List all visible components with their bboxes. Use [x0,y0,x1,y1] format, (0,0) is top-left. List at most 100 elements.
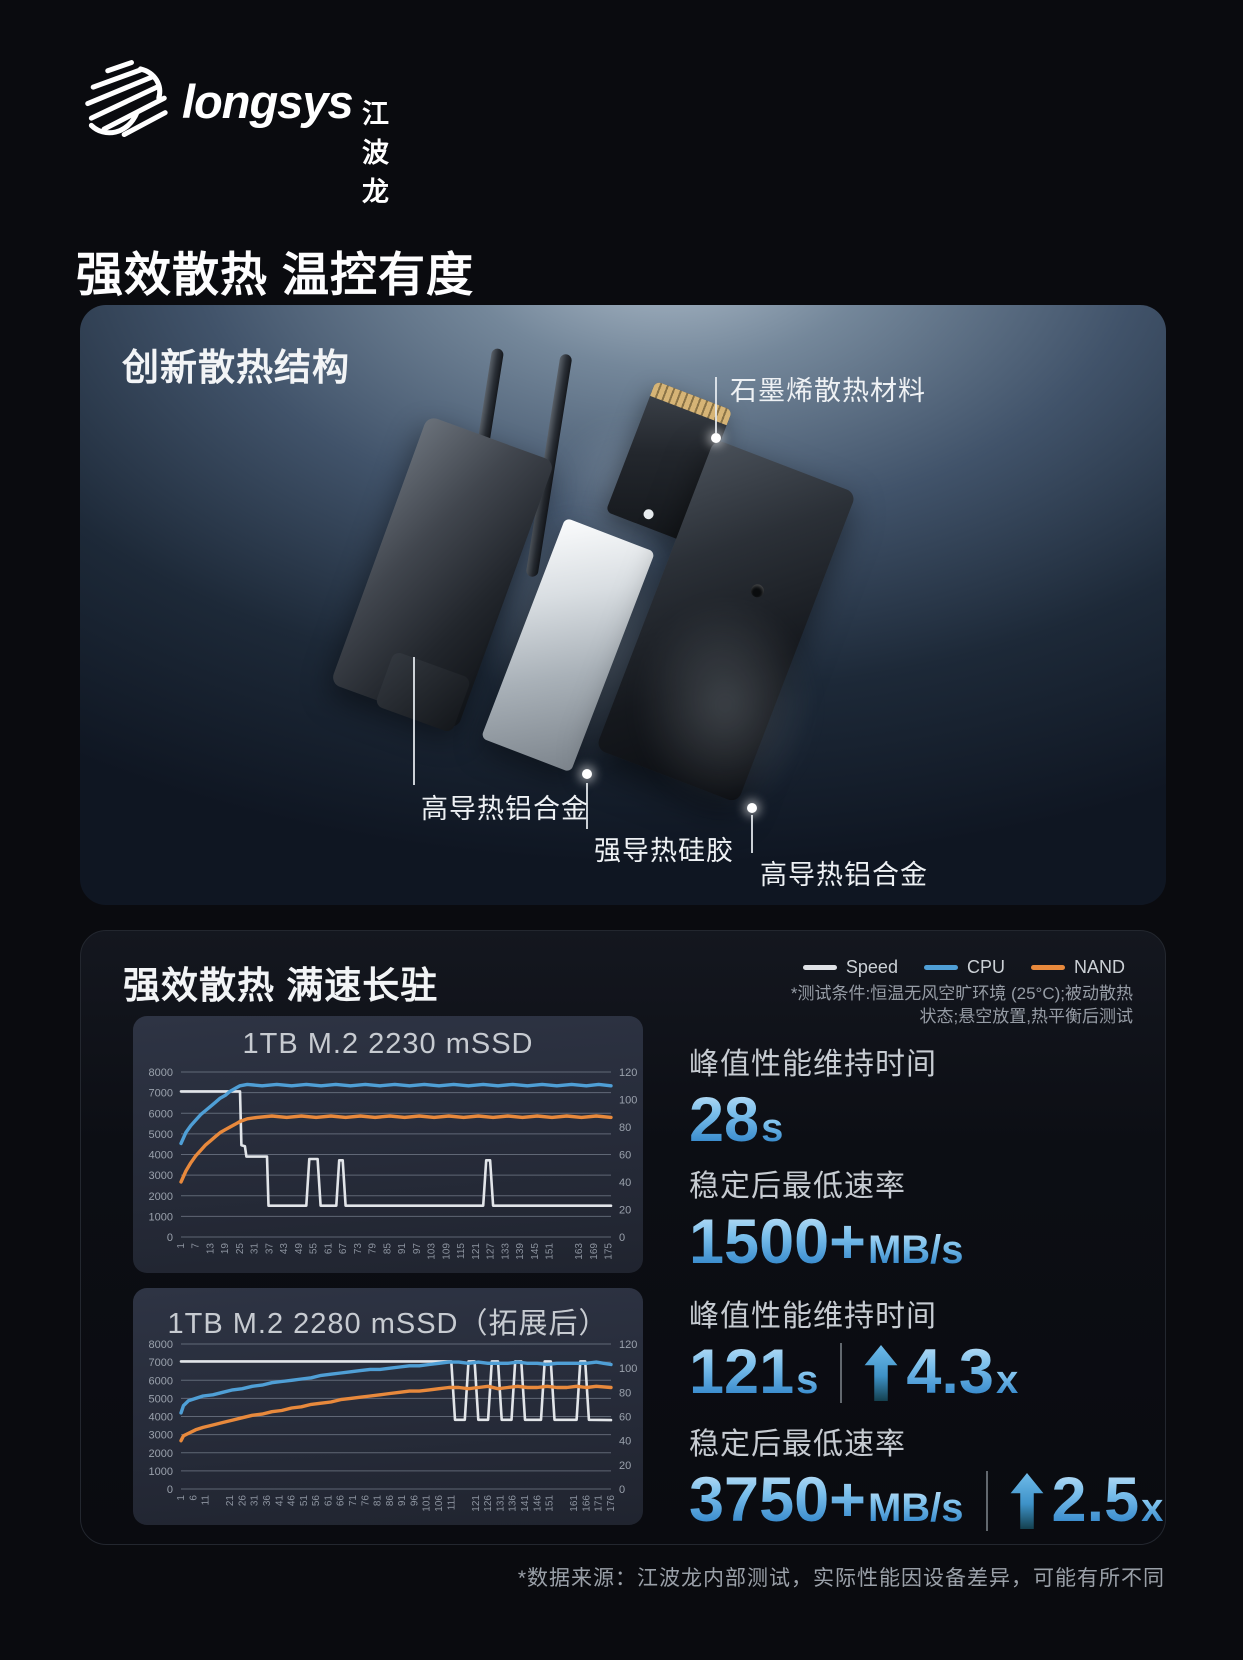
silicone-leader-dot [582,769,592,779]
stat-divider [840,1342,843,1403]
stat-unit: MB/s [867,1228,964,1272]
svg-text:1: 1 [176,1495,187,1501]
svg-text:26: 26 [237,1495,248,1507]
svg-text:100: 100 [619,1095,637,1107]
svg-text:91: 91 [397,1495,408,1507]
test-conditions: *测试条件:恒温无风空旷环境 (25°C);被动散热 状态;悬空放置,热平衡后测… [791,983,1133,1029]
svg-text:1000: 1000 [149,1466,173,1478]
svg-text:40: 40 [619,1177,631,1189]
svg-text:171: 171 [594,1495,605,1512]
svg-text:21: 21 [225,1495,236,1507]
svg-text:126: 126 [483,1495,494,1512]
svg-text:120: 120 [619,1339,637,1351]
svg-text:7000: 7000 [149,1088,173,1100]
svg-text:11: 11 [201,1495,212,1506]
stat-unit: s [761,1106,784,1150]
svg-text:43: 43 [279,1243,290,1255]
svg-text:60: 60 [619,1150,631,1162]
stat-label: 稳定后最低速率 [689,1170,906,1203]
cpu-line-swatch [923,965,958,970]
svg-text:5000: 5000 [149,1129,173,1141]
svg-text:91: 91 [397,1243,408,1255]
callout-silicone: 强导热硅胶 [594,836,734,866]
svg-text:175: 175 [604,1243,615,1260]
svg-text:71: 71 [348,1495,359,1507]
svg-text:67: 67 [338,1243,349,1255]
svg-text:0: 0 [619,1232,625,1244]
svg-text:51: 51 [299,1495,310,1507]
graphene-leader-line [715,377,717,433]
legend-label: CPU [966,957,1005,977]
svg-text:41: 41 [274,1495,285,1507]
svg-text:2000: 2000 [149,1191,173,1203]
svg-text:5000: 5000 [149,1393,173,1405]
chart-legend: Speed CPU NAND [802,957,1125,978]
svg-text:56: 56 [311,1495,322,1507]
svg-text:37: 37 [264,1243,275,1255]
svg-text:121: 121 [471,1495,482,1512]
svg-text:103: 103 [427,1243,438,1260]
nand-line-swatch [1030,965,1065,970]
svg-text:61: 61 [323,1243,334,1255]
chart-card-2230: 1TB M.2 2230 mSSD 0 1000 2000 3000 4000 5000 6… [133,1016,643,1273]
page-title: 强效散热 温控有度 [76,248,475,302]
svg-text:3000: 3000 [149,1430,173,1442]
svg-text:2000: 2000 [149,1448,173,1460]
svg-text:3000: 3000 [149,1170,173,1182]
chart-card-2280: 1TB M.2 2280 mSSD（拓展后） 0 1000 2000 3000 4000… [133,1288,643,1525]
svg-text:79: 79 [368,1243,379,1255]
stat-value: 121 [689,1337,795,1407]
svg-text:73: 73 [353,1243,364,1255]
chart-2230-mssd: 0 1000 2000 3000 4000 5000 6000 7000 8000 0 20 40 60… [133,1066,643,1267]
svg-text:96: 96 [409,1495,420,1507]
svg-text:20: 20 [619,1205,631,1217]
chart-title-2280: 1TB M.2 2280 mSSD（拓展后） [167,1308,609,1340]
svg-text:8000: 8000 [149,1339,173,1351]
svg-text:13: 13 [205,1243,216,1255]
svg-text:8000: 8000 [149,1067,173,1079]
svg-text:121: 121 [471,1243,482,1260]
svg-text:115: 115 [456,1243,467,1259]
svg-text:66: 66 [336,1495,347,1507]
stat-value: 28 [689,1085,760,1155]
svg-text:136: 136 [508,1495,519,1512]
stat-label: 峰值性能维持时间 [689,1048,937,1081]
stat-unit: MB/s [867,1486,964,1530]
svg-text:145: 145 [530,1243,541,1260]
test-conditions-line1: *测试条件:恒温无风空旷环境 (25°C);被动散热 [790,984,1133,1003]
stat-min-speed-2230: 稳定后最低速率 1500+ MB/s [689,1161,964,1274]
up-arrow-icon [1010,1472,1043,1529]
graphene-leader-dot [711,433,721,443]
stat-boost-value: 4.3 [906,1337,994,1407]
svg-text:166: 166 [581,1495,592,1512]
callout-aluminum-right: 高导热铝合金 [760,860,928,890]
svg-text:6000: 6000 [149,1108,173,1120]
svg-text:40: 40 [619,1436,631,1448]
svg-text:0: 0 [167,1484,173,1496]
svg-text:80: 80 [619,1387,631,1399]
svg-text:111: 111 [446,1495,457,1511]
structure-panel: 创新散热结构 石墨烯散热材料 高导热铝合金 强导热硅胶 高导热铝合金 [80,305,1166,905]
aluminum-left-leader-line [413,657,415,785]
stat-peak-time-2230: 峰值性能维持时间 28 s [689,1039,937,1152]
svg-text:55: 55 [309,1243,320,1255]
svg-text:101: 101 [422,1495,433,1512]
svg-text:169: 169 [589,1243,600,1260]
stat-label: 峰值性能维持时间 [689,1300,937,1333]
svg-text:4000: 4000 [149,1412,173,1424]
silicone-leader-line [586,783,588,829]
legend-item-nand: NAND [1030,957,1125,978]
svg-text:7: 7 [191,1243,202,1249]
stat-boost-value: 2.5 [1051,1465,1140,1535]
svg-text:6000: 6000 [149,1375,173,1387]
speed-line-swatch [802,965,837,970]
svg-text:36: 36 [262,1495,273,1507]
stat-value: 1500+ [689,1207,866,1277]
svg-text:139: 139 [515,1243,526,1260]
callout-aluminum-left: 高导热铝合金 [421,794,589,824]
stat-boost-unit: x [995,1358,1019,1402]
chart-title-2230: 1TB M.2 2230 mSSD [242,1028,534,1060]
up-arrow-icon [864,1344,898,1401]
svg-text:120: 120 [619,1067,637,1079]
